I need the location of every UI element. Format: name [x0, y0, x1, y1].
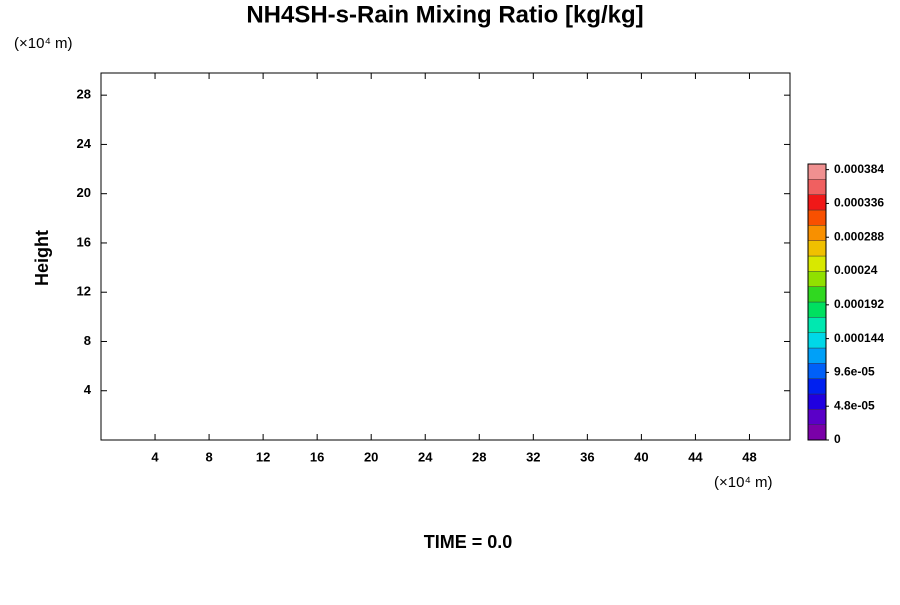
y-axis-label: Height — [32, 230, 52, 286]
colorbar-band — [807, 424, 827, 441]
footer: TIME = 0.0 — [424, 532, 513, 552]
colorbar-tick-label: 0.000192 — [834, 297, 884, 311]
y-tick-label: 8 — [84, 333, 91, 348]
x-tick-label: 20 — [364, 449, 378, 464]
colorbar-band — [807, 332, 827, 349]
x-tick-label: 16 — [310, 449, 324, 464]
x-tick-label: 24 — [418, 449, 433, 464]
colorbar-band — [807, 317, 827, 333]
colorbar-band — [807, 363, 827, 379]
x-tick-label: 8 — [205, 449, 212, 464]
colorbar-band — [807, 240, 827, 257]
colorbar-band — [807, 347, 827, 364]
x-tick-label: 4 — [151, 449, 159, 464]
colorbar-band — [807, 271, 827, 287]
colorbar-band — [807, 301, 827, 318]
plot-frame — [100, 72, 791, 441]
colorbar-band — [807, 225, 827, 241]
colorbar-tick-label: 0.00024 — [834, 263, 878, 277]
colorbar-tick-label: 0.000144 — [834, 331, 884, 345]
colorbar-band — [807, 209, 827, 226]
x-unit: (×10⁴ m) — [714, 474, 773, 491]
colorbar-band — [807, 163, 827, 180]
x-tick-label: 32 — [526, 449, 540, 464]
x-tick-label: 36 — [580, 449, 594, 464]
y-tick-label: 28 — [77, 87, 91, 102]
y-tick-label: 4 — [84, 382, 92, 397]
colorbar-tick-label: 0 — [834, 432, 841, 446]
x-tick-label: 44 — [688, 449, 703, 464]
x-tick-label: 12 — [256, 449, 270, 464]
colorbar-band — [807, 409, 827, 425]
x-tick-label: 40 — [634, 449, 648, 464]
colorbar-band — [807, 179, 827, 195]
colorbar-tick-label: 9.6e-05 — [834, 365, 875, 379]
colorbar-band — [807, 194, 827, 211]
colorbar-frame — [807, 163, 827, 441]
x-tick-label: 28 — [472, 449, 486, 464]
y-tick-label: 24 — [77, 136, 92, 151]
x-tick-label: 48 — [742, 449, 756, 464]
colorbar-band — [807, 378, 827, 395]
y-unit: (×10⁴ m) — [14, 35, 73, 52]
colorbar-band — [807, 286, 827, 303]
colorbar-band — [807, 255, 827, 272]
y-tick-label: 20 — [77, 185, 91, 200]
colorbar-tick-label: 0.000384 — [834, 162, 884, 176]
colorbar-tick-label: 4.8e-05 — [834, 398, 875, 412]
colorbar-tick-label: 0.000288 — [834, 229, 884, 243]
colorbar-tick-label: 0.000336 — [834, 196, 884, 210]
colorbar-band — [807, 393, 827, 410]
chart-title: NH4SH-s-Rain Mixing Ratio [kg/kg] — [246, 1, 643, 28]
y-tick-label: 12 — [77, 284, 91, 299]
y-tick-label: 16 — [77, 234, 91, 249]
